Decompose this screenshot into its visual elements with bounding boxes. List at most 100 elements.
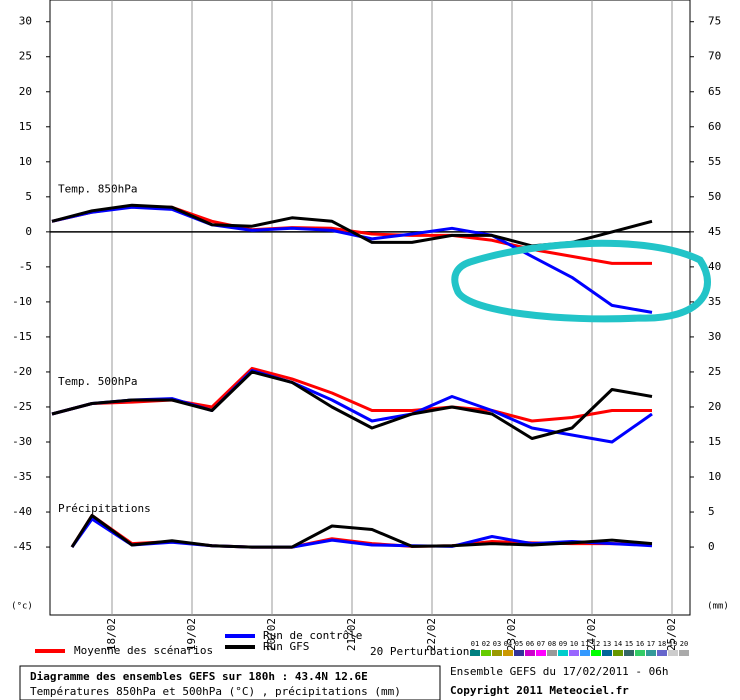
x-tick-label: 24/02: [585, 618, 598, 651]
y-tick-label: 10: [19, 155, 32, 168]
y2-tick-label: 70: [708, 50, 721, 63]
member-swatch: [668, 650, 678, 656]
plot-frame: [49, 0, 691, 616]
y2-tick-label: 30: [708, 330, 721, 343]
legend-label: Run de contrôle: [263, 629, 362, 642]
member-label: 07: [537, 640, 545, 648]
y2-tick-label: 75: [708, 15, 721, 28]
member-swatch: [679, 650, 689, 656]
y-tick-label: 30: [19, 15, 32, 28]
footer-title: Diagramme des ensembles GEFS sur 180h : …: [30, 670, 368, 683]
member-swatch: [492, 650, 502, 656]
member-swatch: [481, 650, 491, 656]
footer-subtitle: Températures 850hPa et 500hPa (°C) , pré…: [30, 685, 401, 698]
y-tick-label: 15: [19, 120, 32, 133]
member-swatch: [558, 650, 568, 656]
member-swatch: [470, 650, 480, 656]
y-tick-label: -20: [12, 365, 32, 378]
member-label: 08: [548, 640, 556, 648]
y2-tick-label: 15: [708, 435, 721, 448]
y-tick-label: -45: [12, 540, 32, 553]
y2-tick-label: 65: [708, 85, 721, 98]
y2-tick-label: 40: [708, 260, 721, 273]
member-label: 10: [570, 640, 578, 648]
y2-tick-label: 50: [708, 190, 721, 203]
member-label: 01: [471, 640, 479, 648]
perturbation-label: 20 Perturbations: [370, 645, 476, 658]
x-tick-label: 18/02: [105, 618, 118, 651]
member-swatch: [657, 650, 667, 656]
member-swatch: [569, 650, 579, 656]
y2-tick-label: 35: [708, 295, 721, 308]
x-tick-label: 21/02: [345, 618, 358, 651]
legend-label: Moyenne des scénarios: [74, 644, 213, 657]
member-label: 18: [658, 640, 666, 648]
member-label: 09: [559, 640, 567, 648]
member-swatch: [536, 650, 546, 656]
panel-label: Temp. 500hPa: [58, 375, 137, 388]
y2-tick-label: 20: [708, 400, 721, 413]
member-swatch: [591, 650, 601, 656]
member-swatch: [635, 650, 645, 656]
member-swatch: [602, 650, 612, 656]
y-tick-label: 0: [25, 225, 32, 238]
y2-tick-label: 45: [708, 225, 721, 238]
member-label: 15: [625, 640, 633, 648]
y-tick-label: -30: [12, 435, 32, 448]
y2-tick-label: 10: [708, 470, 721, 483]
y-tick-label: -15: [12, 330, 32, 343]
x-tick-label: 25/02: [665, 618, 678, 651]
member-swatch: [525, 650, 535, 656]
y-tick-label: -35: [12, 470, 32, 483]
x-tick-label: 22/02: [425, 618, 438, 651]
member-label: 16: [636, 640, 644, 648]
x-tick-label: 19/02: [185, 618, 198, 651]
member-label: 02: [482, 640, 490, 648]
series-line: [70, 514, 653, 549]
y-tick-label: -10: [12, 295, 32, 308]
y-axis-unit: (°c): [11, 602, 33, 612]
member-label: 17: [647, 640, 655, 648]
member-label: 03: [493, 640, 501, 648]
member-swatch: [514, 650, 524, 656]
member-swatch: [580, 650, 590, 656]
panel-label: Précipitations: [58, 502, 151, 515]
member-label: 13: [603, 640, 611, 648]
y-tick-label: -25: [12, 400, 32, 413]
x-tick-label: 20/02: [265, 618, 278, 651]
y-tick-label: 20: [19, 85, 32, 98]
y-tick-label: -5: [19, 260, 32, 273]
y2-tick-label: 0: [708, 540, 715, 553]
y2-tick-label: 55: [708, 155, 721, 168]
member-swatch: [503, 650, 513, 656]
member-label: 05: [515, 640, 523, 648]
y-tick-label: 25: [19, 50, 32, 63]
x-tick-label: 23/02: [505, 618, 518, 651]
member-label: 19: [669, 640, 677, 648]
y-tick-label: -40: [12, 505, 32, 518]
member-swatch: [547, 650, 557, 656]
member-label: 14: [614, 640, 622, 648]
y2-axis-unit: (mm): [707, 602, 729, 612]
copyright: Copyright 2011 Meteociel.fr: [450, 684, 629, 697]
member-swatch: [646, 650, 656, 656]
member-label: 11: [581, 640, 589, 648]
member-label: 04: [504, 640, 512, 648]
hand-drawn-highlight: [451, 239, 711, 323]
member-swatch: [613, 650, 623, 656]
y2-tick-label: 5: [708, 505, 715, 518]
member-label: 12: [592, 640, 600, 648]
y-tick-label: 5: [25, 190, 32, 203]
info-box: [19, 665, 441, 700]
run-info: Ensemble GEFS du 17/02/2011 - 06h: [450, 665, 669, 678]
member-swatch: [624, 650, 634, 656]
y2-tick-label: 60: [708, 120, 721, 133]
series-line: [51, 205, 653, 314]
member-label: 20: [680, 640, 688, 648]
legend-label: Run GFS: [263, 640, 309, 653]
panel-label: Temp. 850hPa: [58, 182, 137, 195]
y2-tick-label: 25: [708, 365, 721, 378]
member-label: 06: [526, 640, 534, 648]
series-line: [51, 370, 653, 440]
